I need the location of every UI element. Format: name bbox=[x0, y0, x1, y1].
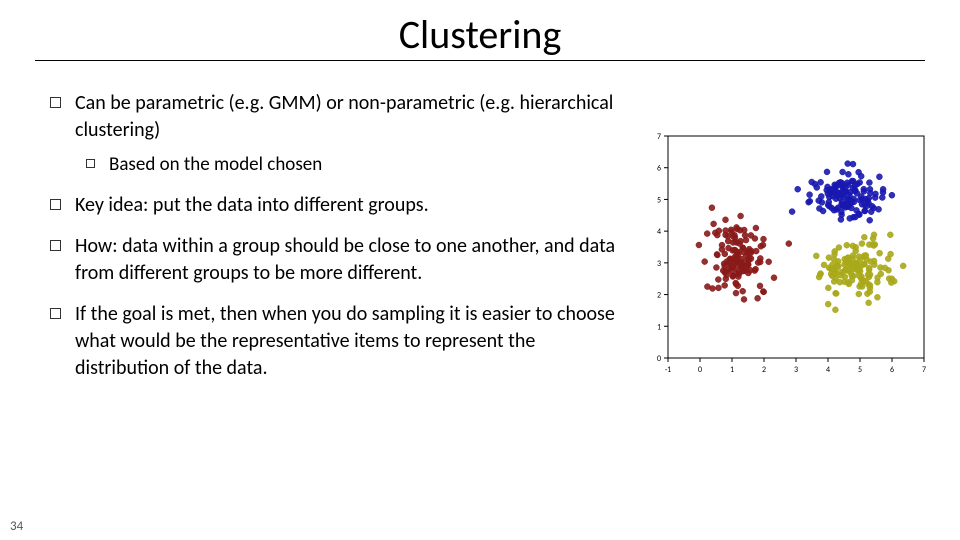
svg-text:3: 3 bbox=[657, 259, 661, 269]
title-underline bbox=[35, 60, 925, 61]
bullet-text: Key idea: put the data into different gr… bbox=[75, 192, 620, 219]
bullet-sub-item: Based on the model chosen bbox=[86, 152, 620, 178]
svg-text:7: 7 bbox=[922, 365, 926, 375]
svg-text:6: 6 bbox=[890, 365, 894, 375]
square-bullet-icon bbox=[50, 240, 61, 251]
scatter-chart: -1 0 1 2 3 4 5 6 7 0 1 2 3 4 5 6 7 bbox=[640, 130, 930, 380]
bullet-text: Can be parametric (e.g. GMM) or non-para… bbox=[75, 90, 620, 144]
svg-text:3: 3 bbox=[794, 365, 798, 375]
square-bullet-icon bbox=[50, 97, 61, 108]
svg-text:5: 5 bbox=[657, 195, 661, 205]
svg-text:1: 1 bbox=[657, 322, 661, 332]
svg-text:6: 6 bbox=[657, 164, 661, 174]
bullet-item: Key idea: put the data into different gr… bbox=[50, 192, 620, 219]
page-title: Clustering bbox=[0, 10, 960, 59]
svg-text:4: 4 bbox=[826, 365, 830, 375]
bullet-text: If the goal is met, then when you do sam… bbox=[75, 301, 620, 382]
svg-text:2: 2 bbox=[762, 365, 766, 375]
chart-svg: -1 0 1 2 3 4 5 6 7 0 1 2 3 4 5 6 7 bbox=[640, 130, 930, 380]
content-area: Can be parametric (e.g. GMM) or non-para… bbox=[50, 80, 620, 382]
square-bullet-icon bbox=[50, 199, 61, 210]
slide: Clustering Can be parametric (e.g. GMM) … bbox=[0, 0, 960, 540]
svg-text:-1: -1 bbox=[665, 365, 672, 375]
bullet-text: How: data within a group should be close… bbox=[75, 233, 620, 287]
svg-text:4: 4 bbox=[657, 227, 661, 237]
page-number: 34 bbox=[10, 519, 23, 534]
bullet-item: Can be parametric (e.g. GMM) or non-para… bbox=[50, 90, 620, 144]
svg-text:0: 0 bbox=[657, 354, 661, 364]
svg-text:0: 0 bbox=[698, 365, 702, 375]
svg-text:5: 5 bbox=[858, 365, 862, 375]
square-bullet-icon bbox=[86, 159, 95, 168]
svg-text:2: 2 bbox=[657, 291, 661, 301]
bullet-item: How: data within a group should be close… bbox=[50, 233, 620, 287]
bullet-text: Based on the model chosen bbox=[109, 152, 620, 178]
svg-text:1: 1 bbox=[730, 365, 734, 375]
square-bullet-icon bbox=[50, 308, 61, 319]
bullet-item: If the goal is met, then when you do sam… bbox=[50, 301, 620, 382]
svg-text:7: 7 bbox=[657, 132, 661, 142]
